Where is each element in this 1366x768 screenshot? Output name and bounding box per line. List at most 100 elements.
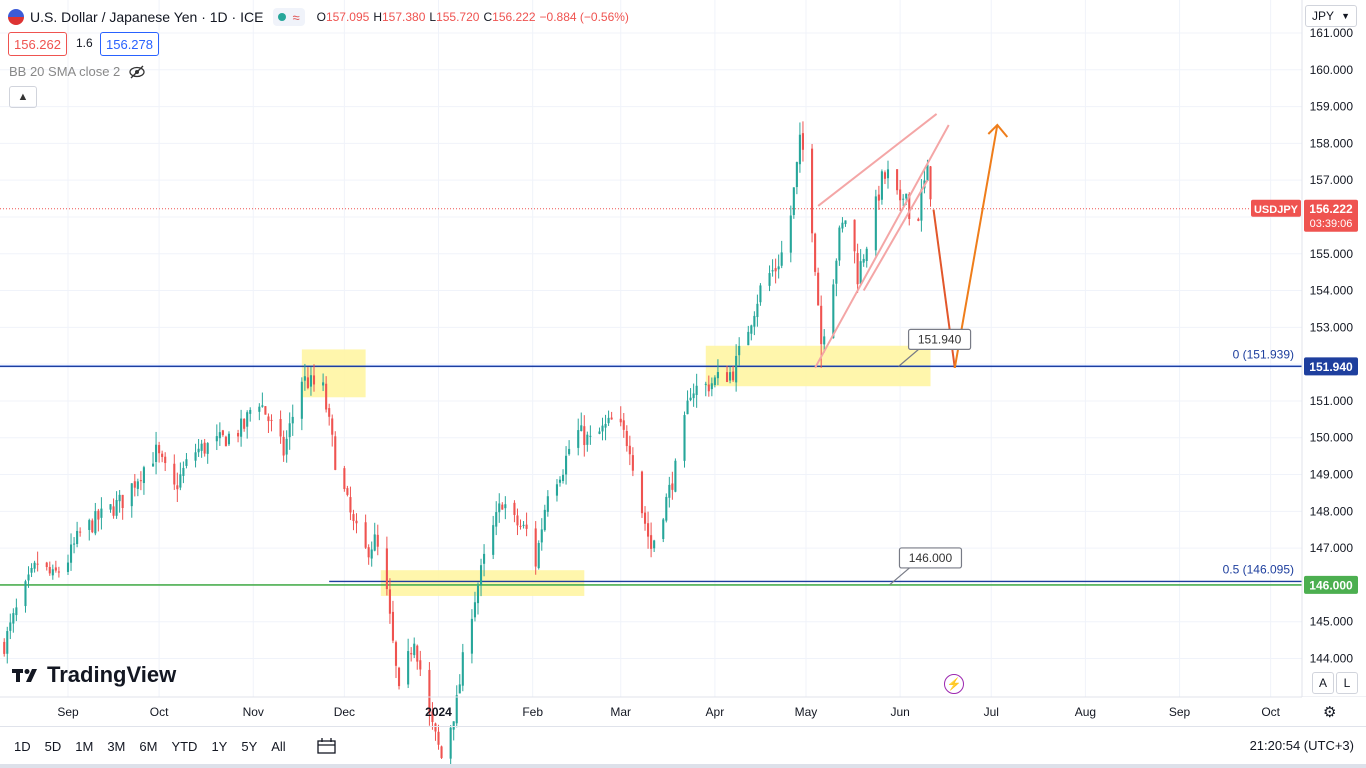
price-tick: 157.000: [1310, 173, 1354, 187]
candle: [391, 600, 395, 644]
candle: [568, 440, 571, 456]
candle: [373, 522, 376, 552]
timeframe-5y[interactable]: 5Y: [241, 738, 258, 754]
candle-body: [774, 268, 777, 272]
candle: [155, 431, 158, 475]
symbol-tag-bg: [1251, 199, 1301, 217]
candle: [479, 558, 483, 597]
eye-off-icon[interactable]: [128, 65, 146, 79]
candle: [139, 471, 142, 491]
candle-body: [607, 417, 610, 424]
candle-body: [88, 520, 91, 530]
candle: [747, 325, 750, 346]
candle: [662, 517, 665, 543]
time-tick: Feb: [522, 705, 543, 719]
indicator-row[interactable]: BB 20 SMA close 2: [9, 64, 146, 79]
candle-body: [516, 515, 519, 526]
bolt-icon[interactable]: ⚡: [944, 674, 964, 694]
candle-body: [36, 563, 39, 565]
candle: [707, 375, 710, 397]
currency-selector[interactable]: JPY ▼: [1305, 5, 1357, 27]
candle: [653, 539, 656, 553]
ohlc-values: O157.095 H157.380 L155.720 C156.222 −0.884 (…: [317, 10, 633, 24]
candle: [665, 493, 668, 523]
collapse-legend-button[interactable]: ▲: [9, 86, 37, 108]
timeframe-5d[interactable]: 5D: [44, 738, 62, 754]
sell-button[interactable]: 156.262: [8, 32, 67, 56]
candle-body: [240, 418, 243, 437]
date-range-icon[interactable]: [316, 737, 338, 755]
candle-body: [54, 567, 57, 571]
candle: [349, 486, 352, 521]
candle-body: [455, 695, 458, 724]
clock[interactable]: 21:20:54 (UTC+3): [1249, 738, 1354, 753]
candle-body: [48, 566, 51, 574]
candle-body: [856, 253, 859, 285]
time-axis[interactable]: Sep Oct Nov Dec 2024 Feb Mar Apr May Jun Jul Aug Sep…: [0, 696, 1366, 726]
candle: [838, 225, 841, 266]
timeframe-buttons: 1D 5D 1M 3M 6M YTD 1Y 5Y All: [0, 739, 286, 754]
timeframe-3m[interactable]: 3M: [107, 738, 126, 754]
ohlc-value: 157.380: [382, 10, 426, 24]
timeframe-ytd[interactable]: YTD: [171, 738, 198, 754]
candle-body: [750, 325, 753, 334]
candle: [811, 143, 814, 243]
candle-body: [449, 727, 452, 759]
candle-body: [385, 548, 388, 590]
candle: [622, 413, 625, 438]
timeframe-1m[interactable]: 1M: [75, 738, 94, 754]
symbol-tag-text: USDJPY: [1254, 204, 1299, 216]
candle: [15, 598, 18, 622]
candle: [610, 411, 613, 420]
candle: [716, 359, 719, 386]
candle-body: [601, 425, 604, 432]
timeframe-1d[interactable]: 1D: [14, 738, 31, 754]
candle: [455, 685, 458, 728]
candle: [385, 536, 388, 596]
candle-body: [729, 372, 732, 381]
candle: [601, 417, 604, 441]
candle: [753, 311, 756, 336]
candle: [555, 479, 559, 502]
candle: [495, 501, 498, 536]
spread-value: 1.6: [76, 36, 93, 50]
candle-body: [376, 534, 379, 547]
candle-body: [27, 574, 30, 581]
timeframe-all[interactable]: All: [271, 738, 286, 754]
price-tag-text: 156.222: [1309, 202, 1353, 216]
symbol-title[interactable]: U.S. Dollar / Japanese Yen · 1D · ICE: [30, 9, 264, 25]
candle: [431, 702, 434, 730]
candle-body: [176, 485, 179, 490]
auto-scale-button[interactable]: A: [1312, 672, 1334, 694]
candle: [57, 566, 60, 578]
chart-grid: [0, 0, 1302, 697]
gear-icon[interactable]: ⚙: [1323, 704, 1337, 721]
candle: [164, 452, 167, 472]
candle-body: [118, 494, 121, 502]
candle-body: [844, 220, 847, 225]
timeframe-6m[interactable]: 6M: [139, 738, 158, 754]
candle-body: [470, 618, 473, 654]
candle-body: [246, 412, 249, 427]
timeframe-1y[interactable]: 1Y: [211, 738, 228, 754]
log-scale-button[interactable]: L: [1336, 672, 1358, 694]
buy-button[interactable]: 156.278: [100, 32, 159, 56]
candle-body: [12, 613, 15, 624]
candle-body: [668, 484, 671, 498]
usd-jpy-flag-icon: [8, 9, 24, 25]
candle-body: [51, 569, 54, 576]
candle: [543, 504, 546, 532]
tradingview-logo[interactable]: TradingView: [12, 662, 176, 688]
candle: [440, 745, 443, 759]
candle-body: [565, 455, 568, 475]
candle: [461, 643, 464, 692]
candle-body: [920, 189, 923, 221]
candle-body: [798, 134, 801, 165]
market-status-badge[interactable]: ≈: [273, 8, 305, 26]
arrow-head-icon: [987, 123, 1009, 138]
candle-body: [349, 497, 352, 513]
candle-body: [558, 479, 562, 483]
candle: [176, 472, 179, 503]
candle-body: [832, 284, 835, 339]
